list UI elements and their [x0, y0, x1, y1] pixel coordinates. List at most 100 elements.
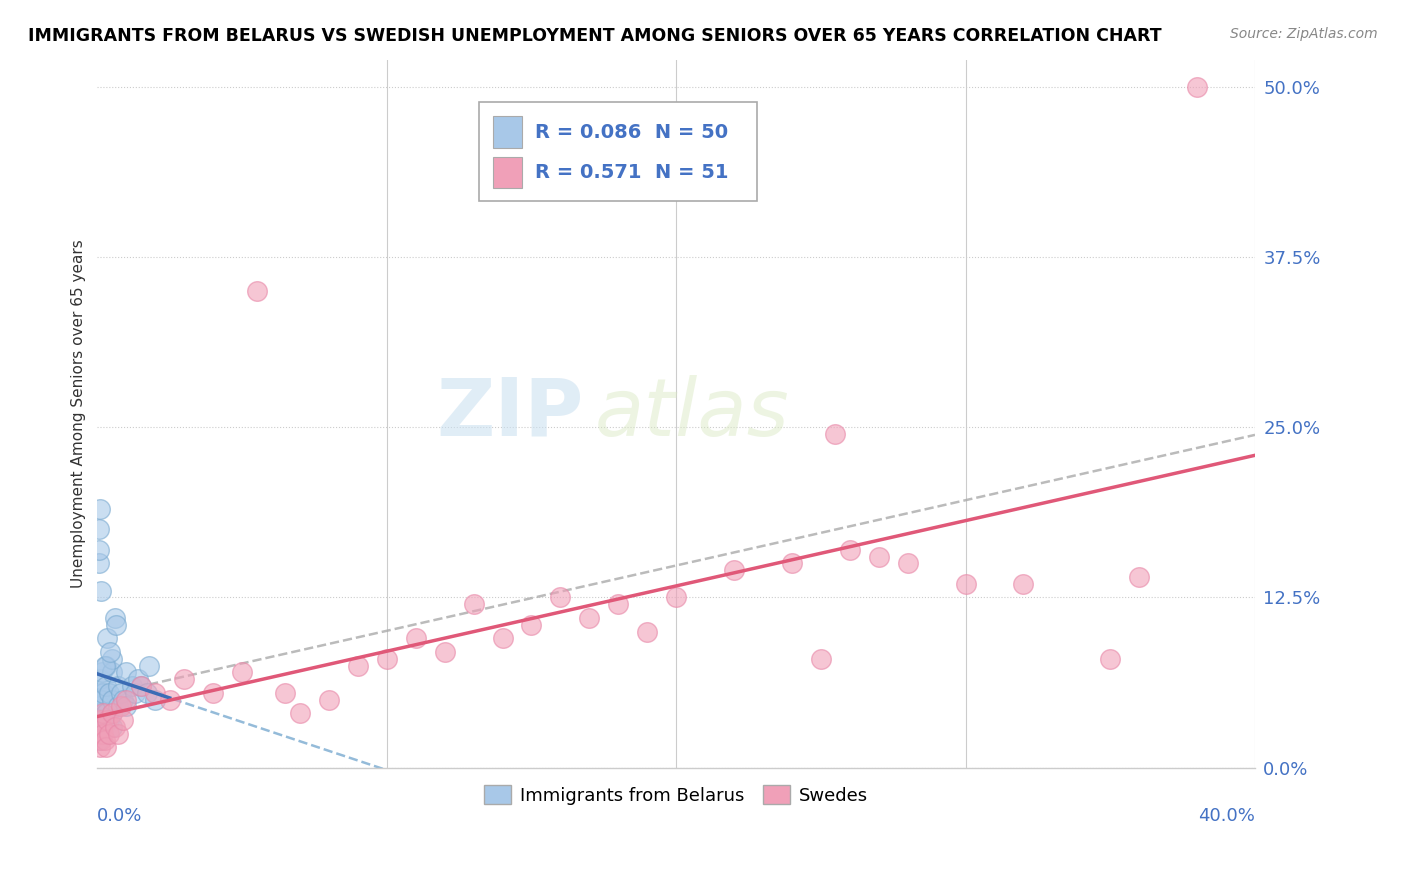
- Point: [129, 679, 152, 693]
- Point: [89, 542, 111, 557]
- Point: [723, 563, 745, 577]
- Point: [143, 686, 166, 700]
- Point: [274, 686, 297, 700]
- Point: [104, 720, 127, 734]
- Point: [87, 726, 110, 740]
- Point: [129, 679, 152, 693]
- Point: [89, 713, 111, 727]
- Point: [1099, 652, 1122, 666]
- Point: [89, 713, 111, 727]
- Point: [115, 692, 138, 706]
- Point: [520, 617, 543, 632]
- Point: [104, 611, 127, 625]
- Point: [955, 577, 977, 591]
- Point: [89, 502, 111, 516]
- Point: [112, 692, 135, 706]
- Legend: Immigrants from Belarus, Swedes: Immigrants from Belarus, Swedes: [477, 778, 876, 812]
- Point: [810, 652, 832, 666]
- Point: [107, 679, 129, 693]
- Point: [838, 542, 860, 557]
- Point: [665, 591, 688, 605]
- Point: [173, 672, 195, 686]
- Point: [127, 672, 149, 686]
- Point: [636, 624, 658, 639]
- Point: [101, 652, 124, 666]
- Point: [90, 583, 112, 598]
- Text: IMMIGRANTS FROM BELARUS VS SWEDISH UNEMPLOYMENT AMONG SENIORS OVER 65 YEARS CORR: IMMIGRANTS FROM BELARUS VS SWEDISH UNEMP…: [28, 27, 1161, 45]
- Point: [121, 679, 143, 693]
- Point: [105, 617, 128, 632]
- Point: [138, 658, 160, 673]
- Point: [491, 632, 513, 646]
- Text: R = 0.086  N = 50: R = 0.086 N = 50: [534, 123, 728, 142]
- Text: ZIP: ZIP: [436, 375, 583, 452]
- Point: [87, 720, 110, 734]
- Point: [87, 557, 110, 571]
- Point: [87, 686, 110, 700]
- Text: Source: ZipAtlas.com: Source: ZipAtlas.com: [1230, 27, 1378, 41]
- Point: [94, 740, 117, 755]
- Point: [318, 692, 340, 706]
- Point: [89, 720, 111, 734]
- Point: [91, 706, 114, 721]
- Point: [1185, 79, 1208, 94]
- Point: [97, 686, 120, 700]
- Point: [868, 549, 890, 564]
- Point: [96, 632, 118, 646]
- Point: [824, 427, 846, 442]
- FancyBboxPatch shape: [494, 157, 522, 188]
- Point: [115, 665, 138, 680]
- Point: [101, 692, 124, 706]
- Point: [159, 692, 181, 706]
- Point: [578, 611, 600, 625]
- Point: [110, 686, 132, 700]
- Point: [101, 706, 124, 721]
- Point: [101, 720, 124, 734]
- Point: [101, 665, 124, 680]
- FancyBboxPatch shape: [494, 116, 522, 148]
- Point: [87, 733, 110, 747]
- Point: [93, 733, 115, 747]
- Text: 40.0%: 40.0%: [1198, 806, 1256, 824]
- Point: [90, 733, 112, 747]
- Point: [897, 557, 920, 571]
- Point: [89, 692, 111, 706]
- Point: [89, 740, 111, 755]
- Text: R = 0.571  N = 51: R = 0.571 N = 51: [534, 163, 728, 182]
- Point: [115, 699, 138, 714]
- Point: [89, 672, 111, 686]
- Y-axis label: Unemployment Among Seniors over 65 years: Unemployment Among Seniors over 65 years: [72, 239, 86, 588]
- Point: [405, 632, 427, 646]
- Point: [607, 597, 630, 611]
- Point: [110, 699, 132, 714]
- Point: [91, 726, 114, 740]
- Point: [89, 726, 111, 740]
- Point: [780, 557, 803, 571]
- Point: [245, 284, 267, 298]
- Text: 0.0%: 0.0%: [97, 806, 143, 824]
- Point: [89, 699, 111, 714]
- Point: [107, 699, 129, 714]
- Point: [107, 726, 129, 740]
- Point: [96, 713, 118, 727]
- Point: [87, 713, 110, 727]
- Point: [93, 658, 115, 673]
- Point: [89, 706, 111, 721]
- Point: [1128, 570, 1150, 584]
- Point: [97, 713, 120, 727]
- Point: [97, 726, 120, 740]
- Point: [91, 686, 114, 700]
- Point: [375, 652, 398, 666]
- Point: [87, 706, 110, 721]
- Point: [94, 706, 117, 721]
- Point: [346, 658, 368, 673]
- FancyBboxPatch shape: [479, 102, 758, 202]
- Point: [90, 713, 112, 727]
- Point: [94, 658, 117, 673]
- Point: [100, 645, 122, 659]
- Point: [101, 706, 124, 721]
- Point: [87, 522, 110, 536]
- Point: [90, 692, 112, 706]
- Point: [94, 679, 117, 693]
- Point: [90, 665, 112, 680]
